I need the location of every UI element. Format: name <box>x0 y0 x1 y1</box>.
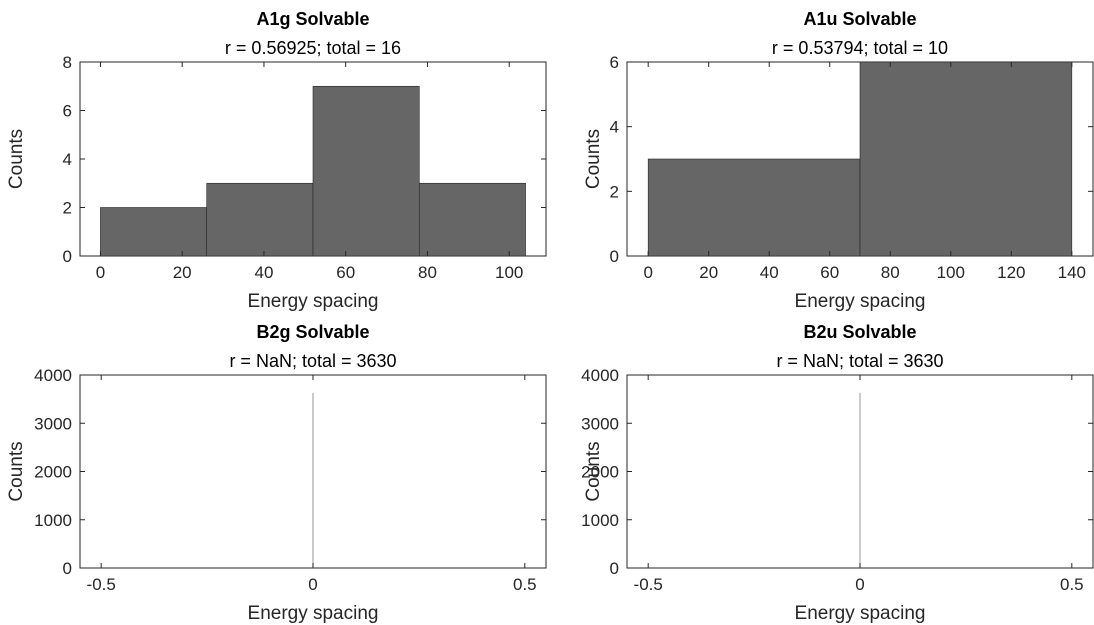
histogram-bar <box>312 85 420 257</box>
y-tick-label: 2000 <box>581 463 619 482</box>
x-tick-label: 140 <box>1058 263 1086 282</box>
y-tick-label: 0 <box>63 247 72 266</box>
y-tick-label: 1000 <box>34 511 72 530</box>
chart-title: B2g Solvable <box>256 322 369 342</box>
chart-3: -0.5 0 0.5 0 1000 2000 3000 4000 Energy spacing C… <box>581 322 1094 624</box>
y-tick-label: 3000 <box>34 414 72 433</box>
chart-0: 0 20 40 60 80 100 0 2 4 6 8 Energy spacing Counts A1g… <box>6 9 547 312</box>
x-axis-label: Energy spacing <box>795 603 926 624</box>
y-tick-label: 4000 <box>581 366 619 385</box>
y-tick-label: 8 <box>63 53 72 72</box>
y-axis-label: Counts <box>583 129 604 189</box>
y-tick-label: 4000 <box>34 366 72 385</box>
chart-subtitle: r = 0.56925; total = 16 <box>225 38 401 58</box>
x-tick-label: 0.5 <box>1060 575 1084 594</box>
chart-subtitle: r = NaN; total = 3630 <box>776 351 943 371</box>
x-tick-label: 0 <box>855 575 864 594</box>
x-tick-label: 60 <box>820 263 839 282</box>
x-tick-label: -0.5 <box>87 575 116 594</box>
x-tick-label: 80 <box>418 263 437 282</box>
y-tick-label: 0 <box>610 559 619 578</box>
y-tick-label: 4 <box>63 150 72 169</box>
histogram-bar <box>418 182 526 257</box>
y-tick-label: 2 <box>610 182 619 201</box>
histogram-bar <box>206 182 314 257</box>
chart-title: B2u Solvable <box>803 322 916 342</box>
y-tick-label: 2 <box>63 199 72 218</box>
x-tick-label: 0.5 <box>513 575 537 594</box>
histogram-bar <box>647 158 861 257</box>
histogram-bar <box>100 207 208 257</box>
x-tick-label: 60 <box>336 263 355 282</box>
y-tick-label: 2000 <box>34 463 72 482</box>
x-axis-label: Energy spacing <box>248 291 379 312</box>
chart-title: A1u Solvable <box>803 9 916 29</box>
chart-subtitle: r = NaN; total = 3630 <box>229 351 396 371</box>
y-tick-label: 1000 <box>581 511 619 530</box>
x-tick-label: 40 <box>254 263 273 282</box>
x-tick-label: -0.5 <box>634 575 663 594</box>
y-tick-label: 3000 <box>581 414 619 433</box>
x-axis-label: Energy spacing <box>795 291 926 312</box>
y-axis-label: Counts <box>6 441 27 501</box>
x-tick-label: 20 <box>699 263 718 282</box>
chart-title: A1g Solvable <box>256 9 369 29</box>
x-tick-label: 0 <box>96 263 105 282</box>
y-tick-label: 4 <box>610 118 619 137</box>
x-tick-label: 20 <box>173 263 192 282</box>
x-tick-label: 0 <box>308 575 317 594</box>
x-tick-label: 100 <box>495 263 523 282</box>
x-tick-label: 40 <box>760 263 779 282</box>
x-axis-label: Energy spacing <box>248 603 379 624</box>
x-tick-label: 100 <box>937 263 965 282</box>
y-tick-label: 6 <box>610 53 619 72</box>
histogram-bar <box>859 61 1073 257</box>
y-axis-label: Counts <box>6 129 27 189</box>
chart-2: -0.5 0 0.5 0 1000 2000 3000 4000 Energy spacing C… <box>6 322 547 624</box>
chart-1: 0 20 40 60 80 100 120 140 0 2 4 6 Energy spacing Coun… <box>583 9 1094 312</box>
y-tick-label: 6 <box>63 102 72 121</box>
chart-subtitle: r = 0.53794; total = 10 <box>772 38 948 58</box>
y-tick-label: 0 <box>610 247 619 266</box>
y-tick-label: 0 <box>63 559 72 578</box>
y-axis-label: Counts <box>583 441 604 501</box>
x-tick-label: 80 <box>881 263 900 282</box>
x-tick-label: 0 <box>643 263 652 282</box>
x-tick-label: 120 <box>997 263 1025 282</box>
